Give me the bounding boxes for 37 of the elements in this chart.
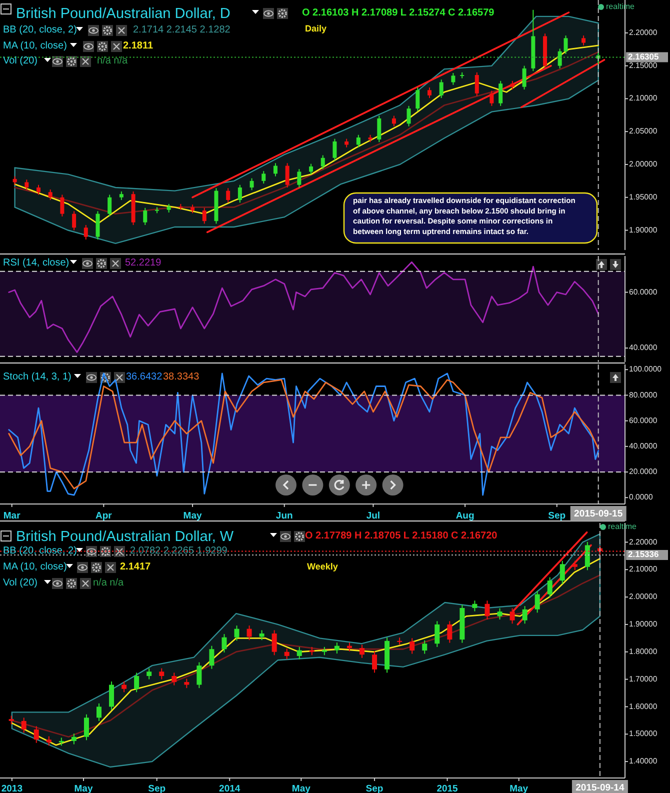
- annotation: 2.0782 2.2265 1.9299: [130, 546, 228, 557]
- annotation: MA (10, close): [3, 40, 67, 52]
- annotation: 52.2219: [125, 258, 162, 269]
- x-tick-label: Mar: [3, 510, 21, 522]
- x-tick-label: Sep: [548, 510, 566, 522]
- chart-title: British Pound/Australian Dollar, W: [16, 528, 234, 545]
- x-tick-label: May: [183, 510, 202, 522]
- annotation: Daily: [305, 23, 327, 34]
- annotation: O 2.16103 H 2.17089 L 2.15274 C 2.16579: [302, 8, 495, 19]
- annotation: 2.1811: [123, 40, 154, 52]
- x-tick-label: 2015: [436, 784, 459, 793]
- x-tick-label: Aug: [456, 510, 474, 522]
- annotation: BB (20, close, 2): [3, 24, 77, 36]
- ref-line-label: 2.16305: [628, 51, 659, 62]
- x-tick-label: Jun: [276, 510, 293, 522]
- annotation: n/a n/a: [97, 56, 128, 67]
- annotation: Weekly: [307, 561, 338, 572]
- ref-line-label: 2015-09-15: [574, 508, 624, 520]
- annotation: 2.1417: [120, 562, 152, 573]
- annotation: BB (20, close, 2): [3, 546, 77, 557]
- annotation: Vol (20): [3, 578, 38, 589]
- annotation: n/a n/a: [93, 578, 124, 589]
- annotation: 38.3343: [163, 372, 200, 383]
- x-tick-label: Apr: [95, 510, 112, 522]
- x-tick-label: 2014: [219, 784, 241, 793]
- x-tick-label: Jul: [366, 510, 380, 522]
- ref-line-label: 2015-09-14: [576, 782, 625, 793]
- annotation: RSI (14, close): [3, 258, 70, 269]
- annotation: Vol (20): [3, 56, 38, 67]
- annotation: Stoch (14, 3, 1): [3, 372, 72, 383]
- ref-line-label: 2.15336: [628, 549, 659, 560]
- chart-title: British Pound/Australian Dollar, D: [16, 6, 230, 22]
- annotation: O 2.17789 H 2.18705 L 2.15180 C 2.16720: [305, 530, 498, 542]
- annotation: 2.1714 2.2145 2.1282: [133, 24, 231, 36]
- annotation: 36.6432: [126, 372, 163, 383]
- x-tick-label: 2013: [1, 784, 22, 793]
- annotation: MA (10, close): [3, 562, 67, 573]
